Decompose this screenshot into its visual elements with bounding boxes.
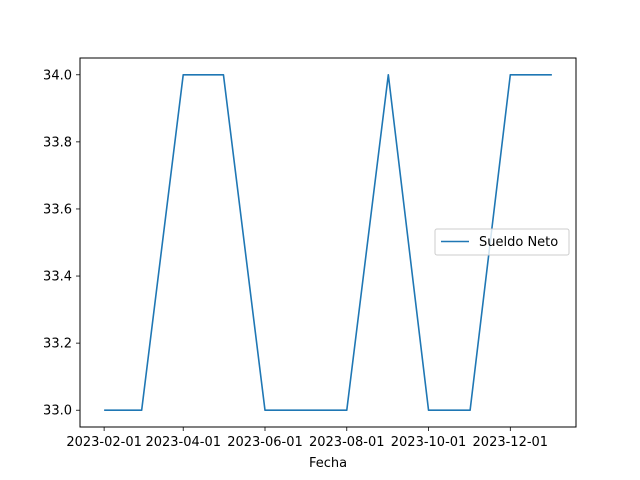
x-axis-ticks: 2023-02-01 2023-04-01 2023-06-01 2023-08-01… bbox=[66, 427, 548, 450]
x-tick-label-1: 2023-04-01 bbox=[145, 435, 221, 450]
x-tick-label-0: 2023-02-01 bbox=[66, 435, 142, 450]
axes-frame bbox=[79, 57, 577, 428]
y-tick-label-5: 34.0 bbox=[43, 68, 72, 83]
plot-area bbox=[79, 57, 577, 428]
x-tick-label-2: 2023-06-01 bbox=[227, 435, 303, 450]
x-tick-label-5: 2023-12-01 bbox=[473, 435, 549, 450]
y-tick-label-4: 33.8 bbox=[43, 135, 72, 150]
y-tick-label-0: 33.0 bbox=[43, 404, 72, 419]
y-axis-ticks: 33.0 33.2 33.4 33.6 33.8 34.0 bbox=[43, 68, 80, 419]
y-tick-label-2: 33.4 bbox=[43, 270, 72, 285]
series-layer bbox=[104, 73, 552, 412]
series-line-0 bbox=[104, 73, 552, 412]
legend-label-sueldo-neto: Sueldo Neto bbox=[479, 235, 558, 250]
x-tick-label-3: 2023-08-01 bbox=[309, 435, 385, 450]
x-tick-label-4: 2023-10-01 bbox=[391, 435, 467, 450]
x-axis-label: Fecha bbox=[309, 456, 347, 471]
legend-box bbox=[434, 228, 570, 256]
y-tick-label-3: 33.6 bbox=[43, 202, 72, 217]
legend: Sueldo Neto bbox=[434, 228, 570, 256]
y-tick-label-1: 33.2 bbox=[43, 337, 72, 352]
